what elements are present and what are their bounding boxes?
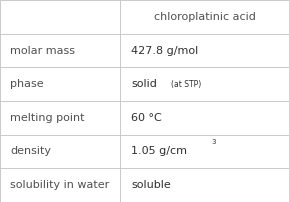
Text: 3: 3 xyxy=(211,139,216,145)
Text: 1.05 g/cm: 1.05 g/cm xyxy=(131,146,188,157)
Text: density: density xyxy=(10,146,51,157)
Text: solid: solid xyxy=(131,79,158,89)
Text: melting point: melting point xyxy=(10,113,85,123)
Text: molar mass: molar mass xyxy=(10,45,75,56)
Text: solubility in water: solubility in water xyxy=(10,180,109,190)
Text: chloroplatinic acid: chloroplatinic acid xyxy=(153,12,255,22)
Text: (at STP): (at STP) xyxy=(171,80,201,89)
Text: 427.8 g/mol: 427.8 g/mol xyxy=(131,45,199,56)
Text: phase: phase xyxy=(10,79,44,89)
Text: 60 °C: 60 °C xyxy=(131,113,162,123)
Text: soluble: soluble xyxy=(131,180,171,190)
